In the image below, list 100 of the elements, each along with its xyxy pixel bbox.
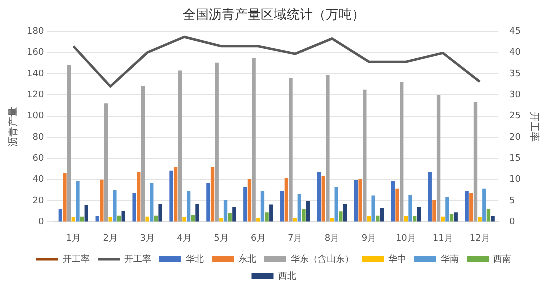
bar: [182, 217, 186, 222]
bar: [412, 216, 417, 222]
y2-tick-label: 5: [510, 196, 516, 206]
y-tick-label: 120: [26, 90, 44, 100]
legend-label: 华北: [186, 254, 204, 265]
x-tick-label: 8月: [324, 234, 340, 244]
y2-tick-label: 30: [510, 90, 522, 100]
bar: [306, 202, 310, 222]
legend-label: 开工率: [63, 254, 90, 265]
bar: [317, 172, 322, 222]
bar: [220, 218, 224, 222]
y2-tick-label: 15: [510, 154, 521, 164]
legend-label: 华中: [388, 254, 406, 265]
bar: [339, 212, 343, 222]
bar: [104, 104, 108, 222]
bar: [486, 208, 491, 222]
bar: [478, 217, 482, 222]
bar: [178, 70, 182, 222]
y-tick-label: 40: [32, 175, 44, 186]
bar: [100, 180, 104, 222]
y2-axis-title: 开工率: [528, 112, 540, 142]
bar: [400, 82, 404, 222]
bar: [334, 187, 338, 222]
bar: [408, 195, 412, 222]
y-tick-label: 160: [26, 48, 44, 58]
legend-label: 开工率: [124, 254, 152, 265]
bar: [417, 207, 422, 222]
bar: [84, 205, 88, 222]
bar: [367, 216, 372, 222]
y-tick-label: 180: [26, 26, 44, 37]
bar: [391, 181, 396, 222]
bar: [265, 212, 269, 222]
bar: [302, 208, 306, 222]
bar: [482, 188, 486, 222]
bar: [380, 208, 384, 222]
y-tick-label: 60: [32, 154, 44, 164]
bar: [150, 184, 154, 222]
bar: [146, 216, 150, 222]
bar: [206, 183, 210, 222]
bar: [454, 212, 458, 222]
y-tick-label: 100: [26, 112, 44, 122]
x-tick-label: 10月: [396, 234, 416, 244]
bar: [358, 179, 362, 222]
y2-tick-label: 40: [510, 48, 522, 58]
bar: [224, 200, 228, 222]
y2-tick-label: 35: [510, 69, 521, 80]
bar: [322, 176, 326, 222]
bar: [396, 188, 400, 222]
bar: [196, 204, 200, 222]
bar: [372, 196, 376, 222]
bar: [289, 78, 293, 222]
bar: [137, 172, 141, 222]
bar: [491, 216, 495, 222]
bar: [170, 170, 174, 222]
x-tick-label: 4月: [177, 234, 192, 244]
x-tick-label: 11月: [432, 234, 454, 244]
bar: [298, 194, 302, 222]
y-tick-label: 20: [32, 196, 44, 206]
bar: [186, 191, 191, 222]
x-tick-label: 1月: [66, 234, 82, 244]
bar: [470, 193, 474, 222]
chart-title: 全国沥青产量区域统计（万吨）: [183, 8, 365, 24]
legend-label: 东北: [238, 254, 256, 265]
bar: [76, 181, 80, 222]
bar: [67, 64, 72, 222]
bar: [244, 187, 248, 222]
x-tick-label: 12月: [470, 234, 490, 244]
y-tick-label: 0: [38, 218, 44, 228]
bar: [141, 86, 146, 222]
y-tick-label: 140: [26, 69, 44, 80]
x-tick-label: 6月: [251, 234, 266, 244]
bar: [326, 75, 330, 222]
bar: [404, 216, 408, 222]
bar: [132, 193, 136, 222]
bar: [158, 204, 162, 222]
bar: [117, 216, 122, 222]
bar: [174, 167, 178, 222]
bar: [260, 190, 265, 222]
x-tick-label: 2月: [103, 234, 118, 244]
legend-label: 西北: [278, 270, 296, 282]
bar: [280, 191, 284, 222]
bar: [428, 172, 432, 222]
bar: [210, 167, 215, 222]
bar: [228, 213, 232, 222]
bar: [436, 95, 441, 222]
bar: [58, 209, 63, 222]
y2-tick-label: 25: [510, 112, 521, 122]
x-tick-label: 3月: [140, 234, 155, 244]
x-tick-label: 9月: [362, 234, 377, 244]
bar: [232, 207, 236, 222]
bar: [343, 204, 348, 222]
bar: [154, 216, 158, 222]
bar: [446, 197, 450, 222]
bar: [113, 190, 117, 222]
y-axis-title: 沥青产量: [8, 106, 20, 147]
y2-tick-label: 45: [510, 26, 521, 37]
bar: [363, 90, 367, 222]
bar: [465, 191, 469, 222]
y-tick-label: 80: [32, 132, 44, 143]
bar: [354, 180, 358, 222]
